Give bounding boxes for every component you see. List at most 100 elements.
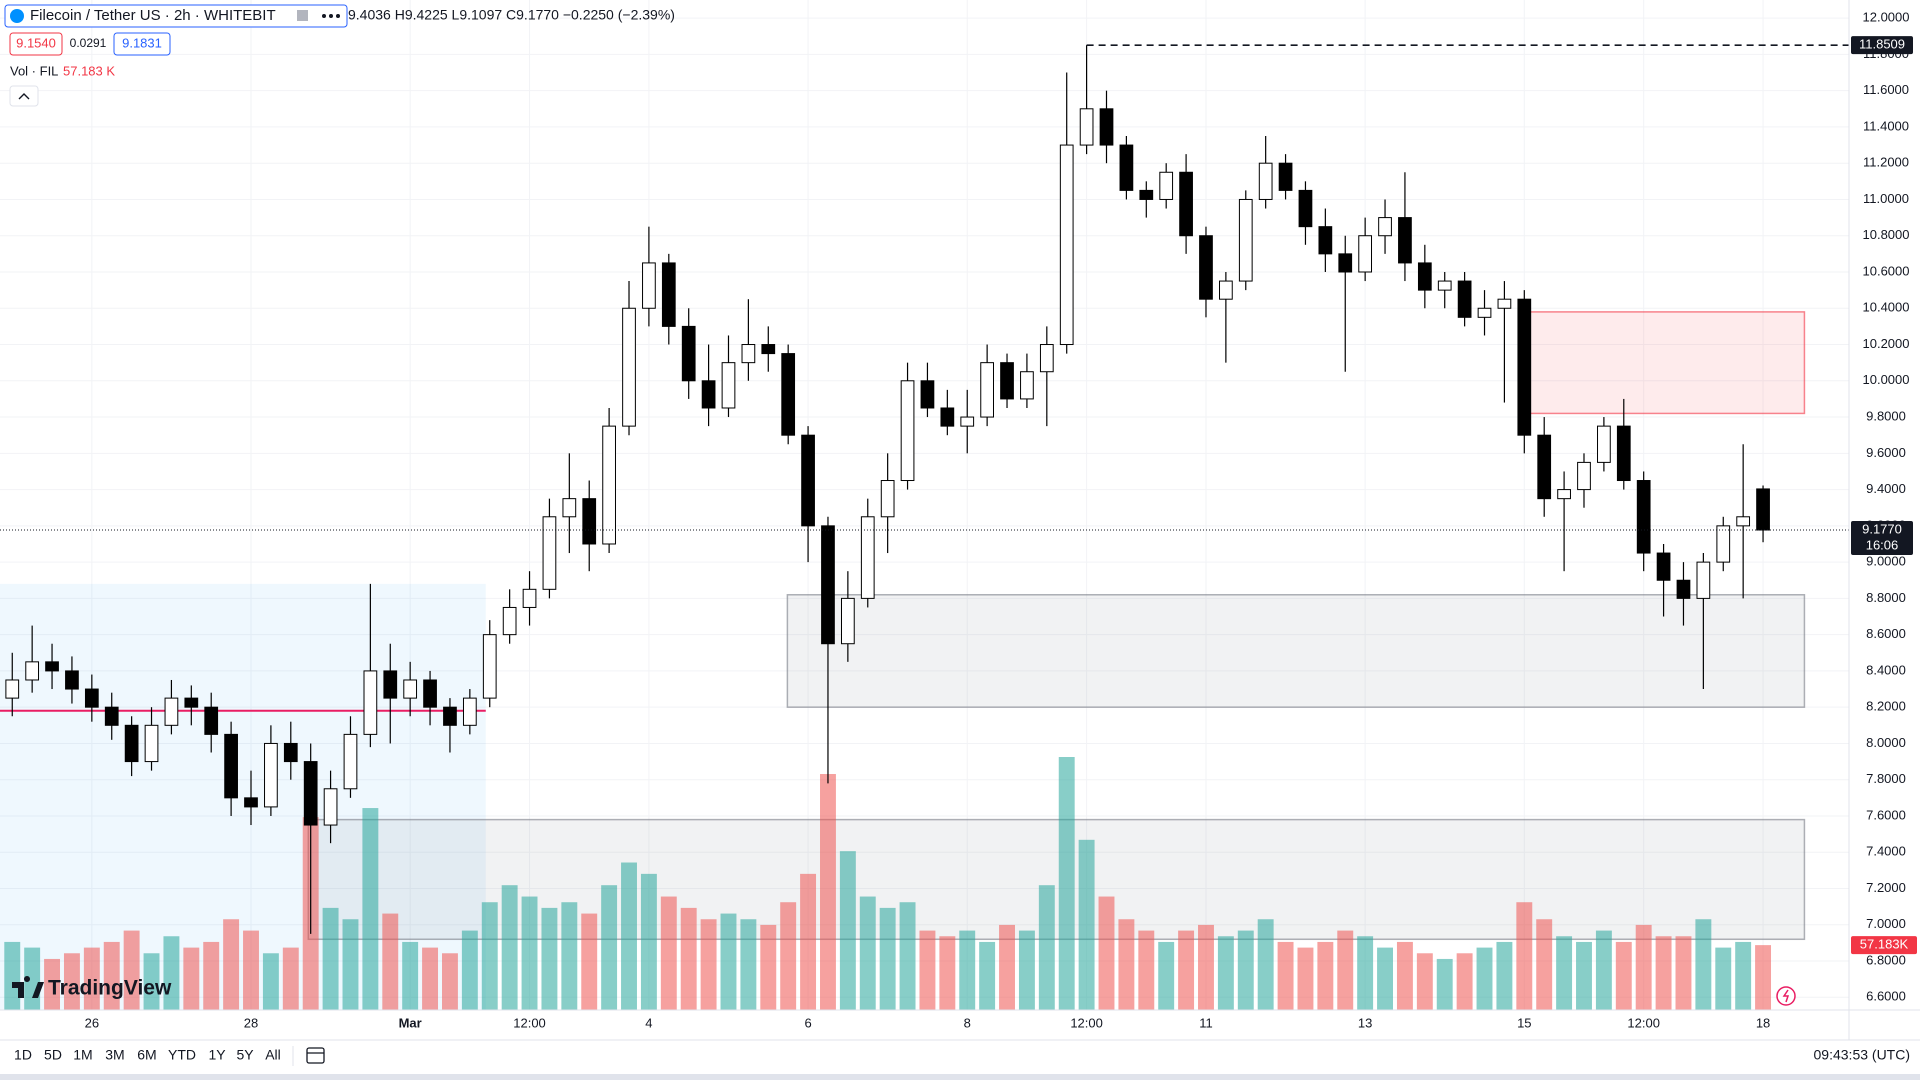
candle-body xyxy=(1179,171,1193,237)
x-tick-label: 12:00 xyxy=(1627,1015,1660,1030)
volume-bar xyxy=(621,862,637,1010)
volume-bar xyxy=(481,902,498,1010)
candle-body xyxy=(622,307,636,427)
y-tick-label: 11.2000 xyxy=(1863,155,1909,170)
high-tag xyxy=(1851,36,1913,55)
candle-body xyxy=(502,606,517,636)
candle-body xyxy=(1577,461,1591,491)
candle-body xyxy=(423,679,437,708)
x-tick-label: 8 xyxy=(964,1015,971,1030)
x-tick-label: 28 xyxy=(244,1015,258,1030)
volume-bar xyxy=(1635,924,1652,1010)
range-button[interactable]: 5Y xyxy=(236,1047,254,1063)
sell-button[interactable] xyxy=(9,32,63,56)
range-button[interactable]: 1M xyxy=(73,1047,92,1063)
bottom-strip xyxy=(0,1074,1920,1080)
candle-body xyxy=(801,434,815,527)
volume-bar xyxy=(1675,936,1692,1010)
y-tick-label: 10.2000 xyxy=(1863,336,1910,351)
y-tick-label: 8.0000 xyxy=(1866,735,1906,750)
range-button[interactable]: 5D xyxy=(44,1047,62,1063)
logo-mark xyxy=(12,975,44,998)
calendar-icon[interactable] xyxy=(306,1047,325,1064)
candle-body xyxy=(562,498,577,518)
x-tick-label: 18 xyxy=(1756,1015,1770,1030)
candle-body xyxy=(1219,280,1233,300)
symbol-box[interactable] xyxy=(4,4,348,28)
y-tick-label: 7.8000 xyxy=(1866,771,1906,786)
range-button[interactable]: YTD xyxy=(168,1047,196,1063)
y-tick-label: 9.4000 xyxy=(1866,481,1906,496)
symbol-title: Filecoin / Tether US · 2h · WHITEBIT xyxy=(30,7,276,24)
range-button[interactable]: 1Y xyxy=(208,1047,226,1063)
volume-bar xyxy=(1456,953,1473,1010)
y-tick-label: 7.4000 xyxy=(1866,844,1906,859)
candle-body xyxy=(1298,189,1313,228)
candle-body xyxy=(1616,425,1631,482)
volume-bar xyxy=(700,919,717,1010)
candle-body xyxy=(1278,162,1293,191)
last-price-tag xyxy=(1851,521,1913,556)
menu-dot[interactable] xyxy=(322,14,326,18)
buy-price: 9.1831 xyxy=(122,35,162,50)
volume-bar xyxy=(83,947,100,1010)
candle-body xyxy=(1457,280,1472,318)
volume-bar xyxy=(680,907,697,1010)
volume-bar xyxy=(4,941,21,1010)
volume-bar xyxy=(441,953,458,1010)
volume-bar xyxy=(1735,941,1752,1010)
candle-body xyxy=(1258,162,1273,200)
x-tick-label: 13 xyxy=(1358,1015,1372,1030)
candle-body xyxy=(781,353,796,436)
y-tick-label: 7.6000 xyxy=(1866,807,1906,822)
y-tick-label: 12.0000 xyxy=(1863,10,1910,25)
candle-body xyxy=(443,706,457,726)
candle-body xyxy=(184,697,199,708)
y-tick-label: 11.4000 xyxy=(1863,118,1909,133)
candle-body xyxy=(65,670,79,690)
candle-body xyxy=(482,634,497,699)
volume-bar xyxy=(999,924,1015,1010)
range-button[interactable]: 3M xyxy=(105,1047,124,1063)
candle-body xyxy=(1497,298,1512,309)
collapse-button[interactable] xyxy=(9,85,39,107)
candle-body xyxy=(900,380,915,482)
candle-body xyxy=(1099,108,1114,146)
axes: 12.000011.800011.600011.400011.200011.00… xyxy=(85,10,1917,1030)
x-tick-label: 11 xyxy=(1199,1015,1213,1030)
candle-body xyxy=(840,597,855,645)
candle-body xyxy=(462,697,477,726)
candle-body xyxy=(1159,171,1174,200)
y-tick-label: 6.8000 xyxy=(1866,952,1906,967)
range-button[interactable]: 6M xyxy=(137,1047,156,1063)
candle-body xyxy=(1139,189,1154,200)
range-button[interactable]: All xyxy=(265,1047,281,1063)
candle-body xyxy=(343,733,358,790)
volume-bar xyxy=(640,873,657,1010)
volume-bar xyxy=(282,947,299,1010)
buy-button[interactable] xyxy=(113,32,171,56)
volume-bar xyxy=(1337,930,1354,1010)
candle-body xyxy=(602,425,616,545)
ohlc-values: 9.4036 H9.4225 L9.1097 C9.1770 −0.2250 (… xyxy=(348,7,675,23)
flag-icon[interactable] xyxy=(297,10,308,21)
volume-bar xyxy=(1178,930,1195,1010)
y-tick-label: 10.0000 xyxy=(1863,372,1910,387)
volume-bar xyxy=(820,774,836,1010)
candle-body xyxy=(582,498,597,545)
volume-bar xyxy=(382,913,399,1010)
volume-bar xyxy=(859,896,876,1010)
high-tag-label: 11.8509 xyxy=(1859,37,1905,52)
candle-body xyxy=(1398,217,1412,264)
volume-bar xyxy=(262,953,279,1010)
candle-body xyxy=(980,362,994,418)
sell-price: 9.1540 xyxy=(16,35,56,50)
candle-body xyxy=(303,761,318,826)
volume-bar xyxy=(1277,941,1294,1010)
volume-bar xyxy=(1695,919,1712,1010)
volume-bar xyxy=(103,941,120,1010)
alert-bolt xyxy=(1782,989,1790,1003)
volume-bar xyxy=(1476,947,1493,1010)
candle-body xyxy=(1318,226,1333,255)
range-button[interactable]: 1D xyxy=(14,1047,32,1063)
